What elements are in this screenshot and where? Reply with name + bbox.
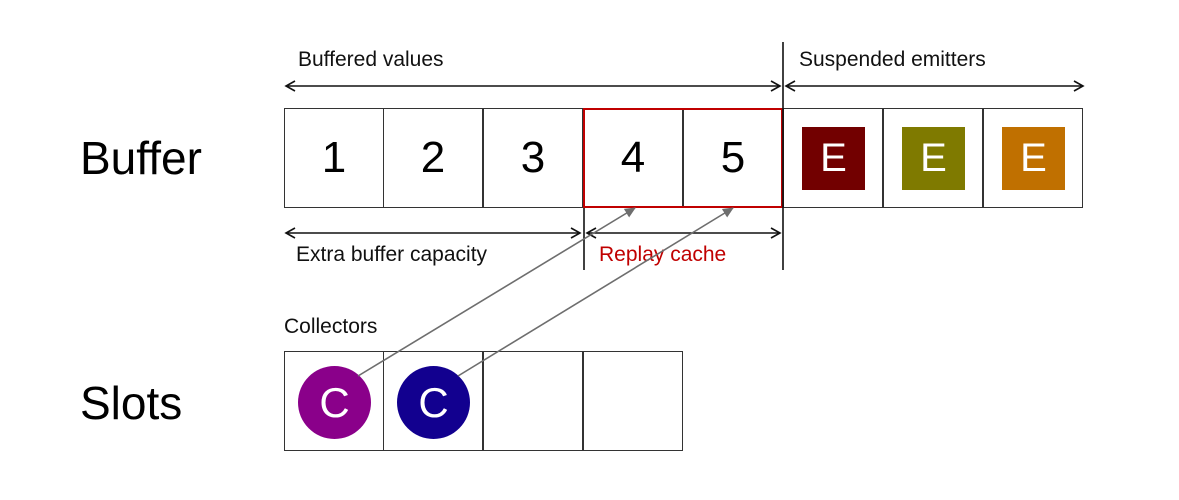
buffer-cell: 3 [483, 108, 583, 208]
slots-row-label: Slots [80, 377, 183, 429]
buffer-cell: 4 [583, 108, 683, 208]
extra-buffer-capacity-label: Extra buffer capacity [296, 243, 488, 266]
collectors-label: Collectors [284, 315, 378, 338]
slot-cell: C [284, 351, 384, 451]
collector-badge: C [397, 366, 470, 439]
replay-cache-highlight [583, 108, 783, 208]
emitter-cell: E [983, 108, 1083, 208]
buffer-cell: 2 [383, 108, 483, 208]
slot-cell-empty [583, 351, 683, 451]
buffer-value: 2 [420, 133, 446, 182]
emitter-cell: E [783, 108, 883, 208]
emitter-cell: E [883, 108, 983, 208]
buffer-value: 1 [321, 133, 347, 182]
buffer-row-label: Buffer [80, 132, 202, 184]
slot-cell: C [383, 351, 483, 451]
emitter-badge: E [1002, 127, 1065, 190]
emitter-badge: E [902, 127, 965, 190]
slot-cell-empty [483, 351, 583, 451]
collector-badge: C [298, 366, 371, 439]
buffer-cell: 1 [284, 108, 384, 208]
buffer-value: 3 [520, 133, 546, 182]
buffered-values-label: Buffered values [298, 48, 444, 71]
collector-2-pointer-arrow [457, 207, 734, 377]
suspended-emitters-label: Suspended emitters [799, 48, 986, 71]
emitter-badge: E [802, 127, 865, 190]
replay-cache-label: Replay cache [599, 243, 727, 266]
buffer-value: 5 [720, 133, 746, 182]
collector-1-pointer-arrow [357, 207, 636, 377]
buffer-value: 4 [620, 133, 646, 182]
